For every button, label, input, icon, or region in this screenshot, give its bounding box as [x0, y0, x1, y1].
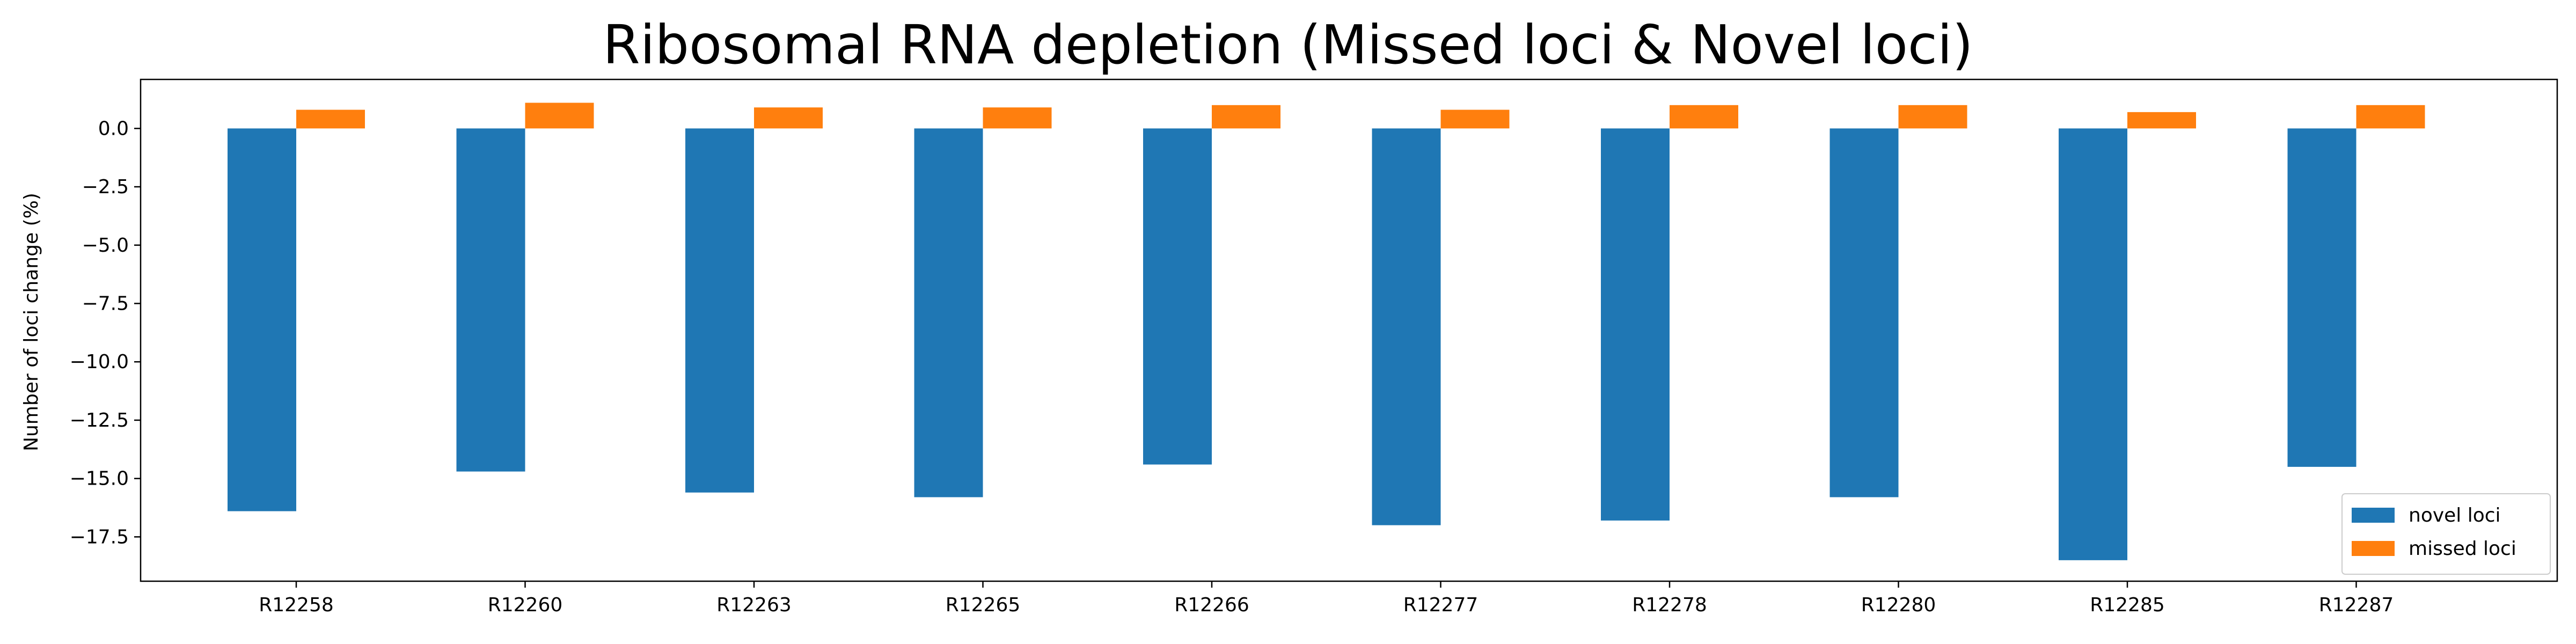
bar-novel-loci-R12258 — [228, 128, 296, 511]
bar-missed-loci-R12277 — [1440, 109, 1510, 129]
y-tick-label: 0.0 — [98, 118, 129, 140]
y-tick-label: −17.5 — [70, 526, 129, 548]
y-axis-label: Number of loci change (%) — [20, 193, 42, 451]
x-tick-label: R12278 — [1632, 594, 1707, 616]
x-tick-label: R12285 — [2090, 594, 2165, 616]
bar-novel-loci-R12278 — [1601, 128, 1670, 521]
x-tick-label: R12265 — [946, 594, 1021, 616]
x-tick-label: R12277 — [1403, 594, 1479, 616]
bar-novel-loci-R12265 — [914, 128, 983, 497]
chart-title: Ribosomal RNA depletion (Missed loci & N… — [603, 13, 1973, 76]
bar-novel-loci-R12266 — [1143, 128, 1212, 465]
bar-missed-loci-R12258 — [296, 109, 365, 129]
bar-missed-loci-R12260 — [525, 103, 594, 129]
bar-missed-loci-R12285 — [2127, 112, 2196, 129]
x-tick-label: R12266 — [1174, 594, 1249, 616]
y-axis-ticks: 0.0 −2.5 −5.0 −7.5 −10.0 −12.5 −15.0 −17.5 — [70, 118, 141, 548]
bar-novel-loci-R12277 — [1372, 128, 1441, 525]
bar-missed-loci-R12266 — [1212, 105, 1280, 129]
bar-novel-loci-R12263 — [685, 128, 754, 493]
bar-missed-loci-R12280 — [1898, 105, 1967, 129]
legend-swatch-missed-loci — [2352, 541, 2395, 556]
bar-missed-loci-R12287 — [2356, 105, 2425, 129]
y-tick-label: −2.5 — [82, 176, 129, 198]
x-tick-label: R12280 — [1861, 594, 1936, 616]
legend: novel loci missed loci — [2341, 493, 2551, 575]
y-tick-label: −7.5 — [82, 292, 129, 314]
x-axis-ticks: R12258 R12260 R12263 R12265 R12266 R12277 R122… — [259, 581, 2394, 616]
bar-missed-loci-R12263 — [754, 107, 823, 129]
y-tick-label: −15.0 — [70, 468, 129, 490]
plot-frame — [140, 78, 2558, 582]
y-tick-label: −12.5 — [70, 409, 129, 431]
x-tick-label: R12258 — [259, 594, 334, 616]
bar-missed-loci-R12265 — [983, 107, 1052, 129]
bar-novel-loci-R12285 — [2059, 128, 2127, 560]
x-tick-label: R12287 — [2319, 594, 2394, 616]
x-tick-label: R12260 — [488, 594, 563, 616]
y-tick-label: −5.0 — [82, 235, 129, 257]
legend-label-novel-loci: novel loci — [2409, 504, 2501, 526]
bar-missed-loci-R12278 — [1670, 105, 1738, 129]
legend-label-missed-loci: missed loci — [2409, 538, 2516, 560]
bar-novel-loci-R12260 — [456, 128, 525, 472]
y-tick-label: −10.0 — [70, 351, 129, 373]
bar-novel-loci-R12280 — [1829, 128, 1899, 497]
plot-area — [140, 78, 2558, 582]
bar-novel-loci-R12287 — [2287, 128, 2357, 467]
legend-swatch-novel-loci — [2352, 508, 2395, 523]
x-tick-label: R12263 — [716, 594, 792, 616]
